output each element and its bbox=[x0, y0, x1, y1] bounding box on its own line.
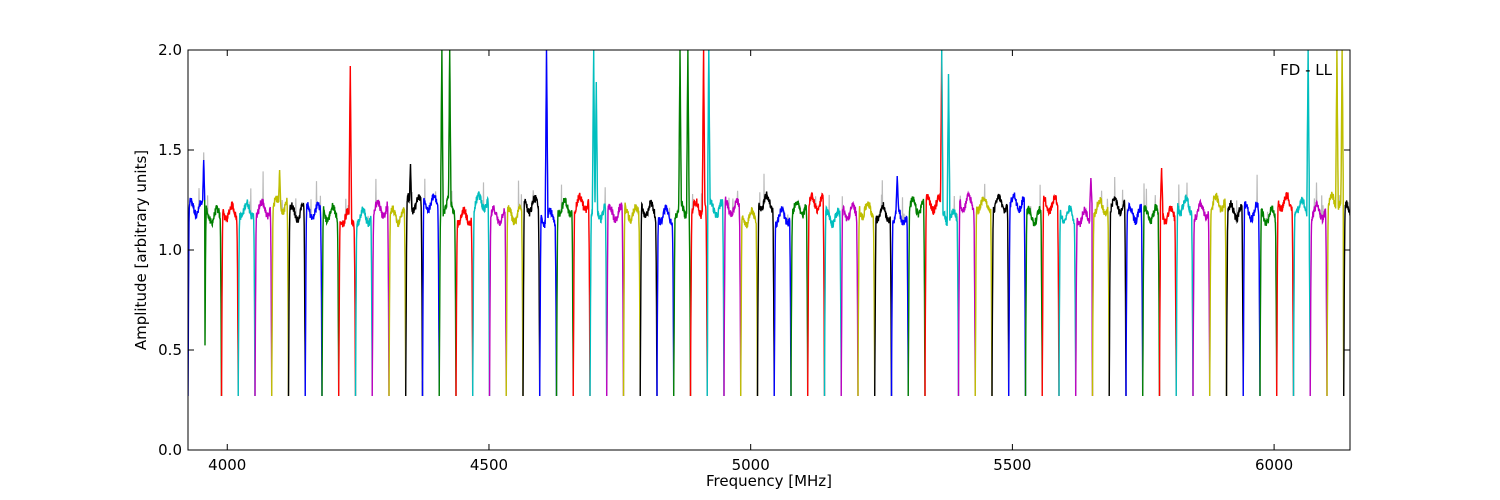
channel-series-line bbox=[1275, 192, 1295, 397]
channel-series-line bbox=[455, 206, 474, 397]
channel-series-line bbox=[1141, 203, 1161, 397]
channel-series-line bbox=[572, 192, 591, 397]
channel-series-line bbox=[304, 201, 323, 397]
channel-series-line bbox=[271, 169, 290, 397]
channel-series-line bbox=[1208, 192, 1228, 397]
channel-series-line bbox=[1091, 197, 1110, 397]
channel-series-line bbox=[388, 205, 407, 397]
channel-series-line bbox=[1125, 202, 1144, 397]
channel-series-line bbox=[1342, 199, 1350, 397]
y-tick-label: 1.5 bbox=[158, 141, 182, 159]
y-tick-label: 1.0 bbox=[158, 241, 182, 259]
channel-series-line bbox=[941, 50, 960, 397]
channel-series-line bbox=[522, 194, 541, 397]
polarization-annotation: FD - LL bbox=[1280, 61, 1332, 79]
x-tick-label: 5500 bbox=[993, 456, 1031, 474]
channel-series-line bbox=[589, 50, 608, 397]
channel-series-line bbox=[438, 50, 457, 397]
channel-series-line bbox=[405, 163, 424, 397]
channel-series-line bbox=[1041, 193, 1060, 397]
y-tick-label: 0.5 bbox=[158, 341, 182, 359]
channel-series-line bbox=[907, 196, 926, 397]
channel-series-line bbox=[1108, 196, 1127, 397]
x-tick-label: 5000 bbox=[732, 456, 770, 474]
x-tick-label: 4000 bbox=[208, 456, 246, 474]
channel-series-line bbox=[254, 198, 273, 397]
channel-series-line bbox=[807, 191, 826, 397]
channel-series-line bbox=[421, 193, 440, 397]
x-axis-label: Frequency [MHz] bbox=[706, 472, 832, 490]
channel-series-line bbox=[1242, 201, 1261, 397]
channel-series-line bbox=[1024, 205, 1043, 397]
channel-series-line bbox=[790, 200, 809, 397]
channel-series-line bbox=[857, 201, 876, 397]
series-layer bbox=[188, 50, 1350, 397]
x-tick-label: 6000 bbox=[1255, 456, 1293, 474]
channel-series-line bbox=[555, 197, 574, 397]
y-tick-label: 2.0 bbox=[158, 41, 182, 59]
x-tick-label: 4500 bbox=[470, 456, 508, 474]
channel-series-line bbox=[488, 205, 507, 397]
channel-series-line bbox=[1058, 205, 1077, 397]
channel-series-line bbox=[1309, 199, 1328, 397]
channel-series-line bbox=[723, 196, 742, 397]
channel-series-line bbox=[321, 202, 340, 397]
channel-series-line bbox=[1326, 50, 1345, 397]
channel-series-line bbox=[890, 175, 909, 397]
channel-series-line bbox=[756, 191, 775, 397]
channel-series-line bbox=[505, 203, 524, 397]
channel-series-line bbox=[1225, 199, 1244, 397]
channel-series-line bbox=[656, 204, 675, 397]
plot-area bbox=[188, 50, 1350, 450]
channel-series-line bbox=[1192, 198, 1211, 397]
channel-series-line bbox=[874, 202, 893, 397]
channel-series-line bbox=[622, 202, 641, 397]
y-tick-label: 0.0 bbox=[158, 441, 182, 459]
channel-series-line bbox=[203, 199, 223, 397]
channel-series-line bbox=[924, 50, 943, 397]
channel-series-line bbox=[1074, 177, 1094, 397]
channel-series-line bbox=[840, 201, 859, 397]
channel-series-line bbox=[639, 199, 658, 397]
channel-series-line bbox=[1158, 167, 1177, 397]
channel-series-line bbox=[539, 50, 558, 397]
channel-series-line bbox=[673, 50, 692, 397]
channel-series-line bbox=[354, 206, 373, 397]
channel-series-line bbox=[706, 50, 725, 397]
y-axis-label: Amplitude [arbitrary units] bbox=[132, 150, 150, 350]
channel-series-line bbox=[823, 205, 842, 397]
channel-series-line bbox=[740, 207, 759, 397]
channel-series-line bbox=[1259, 205, 1278, 397]
ticks-layer: 4000 4500 5000 5500 6000 0.0 0.5 1.0 1.5 2.0 bbox=[158, 41, 1350, 474]
channel-series-line bbox=[237, 199, 256, 397]
channel-series-line bbox=[689, 50, 708, 397]
channel-series-line bbox=[957, 190, 976, 397]
channel-series-line bbox=[371, 199, 390, 397]
channel-series-line bbox=[472, 191, 491, 397]
channel-series-line bbox=[287, 201, 306, 397]
channel-series-line bbox=[773, 206, 792, 397]
channel-series-line bbox=[220, 200, 239, 397]
channel-series-line bbox=[338, 65, 357, 397]
channel-series-line bbox=[974, 195, 993, 397]
channel-series-line bbox=[1175, 194, 1194, 397]
channel-series-line bbox=[1008, 192, 1027, 397]
channel-series-line bbox=[991, 193, 1010, 397]
channel-series-line bbox=[1292, 50, 1311, 397]
channel-series-line bbox=[606, 202, 625, 397]
channel-series-line bbox=[188, 159, 206, 397]
